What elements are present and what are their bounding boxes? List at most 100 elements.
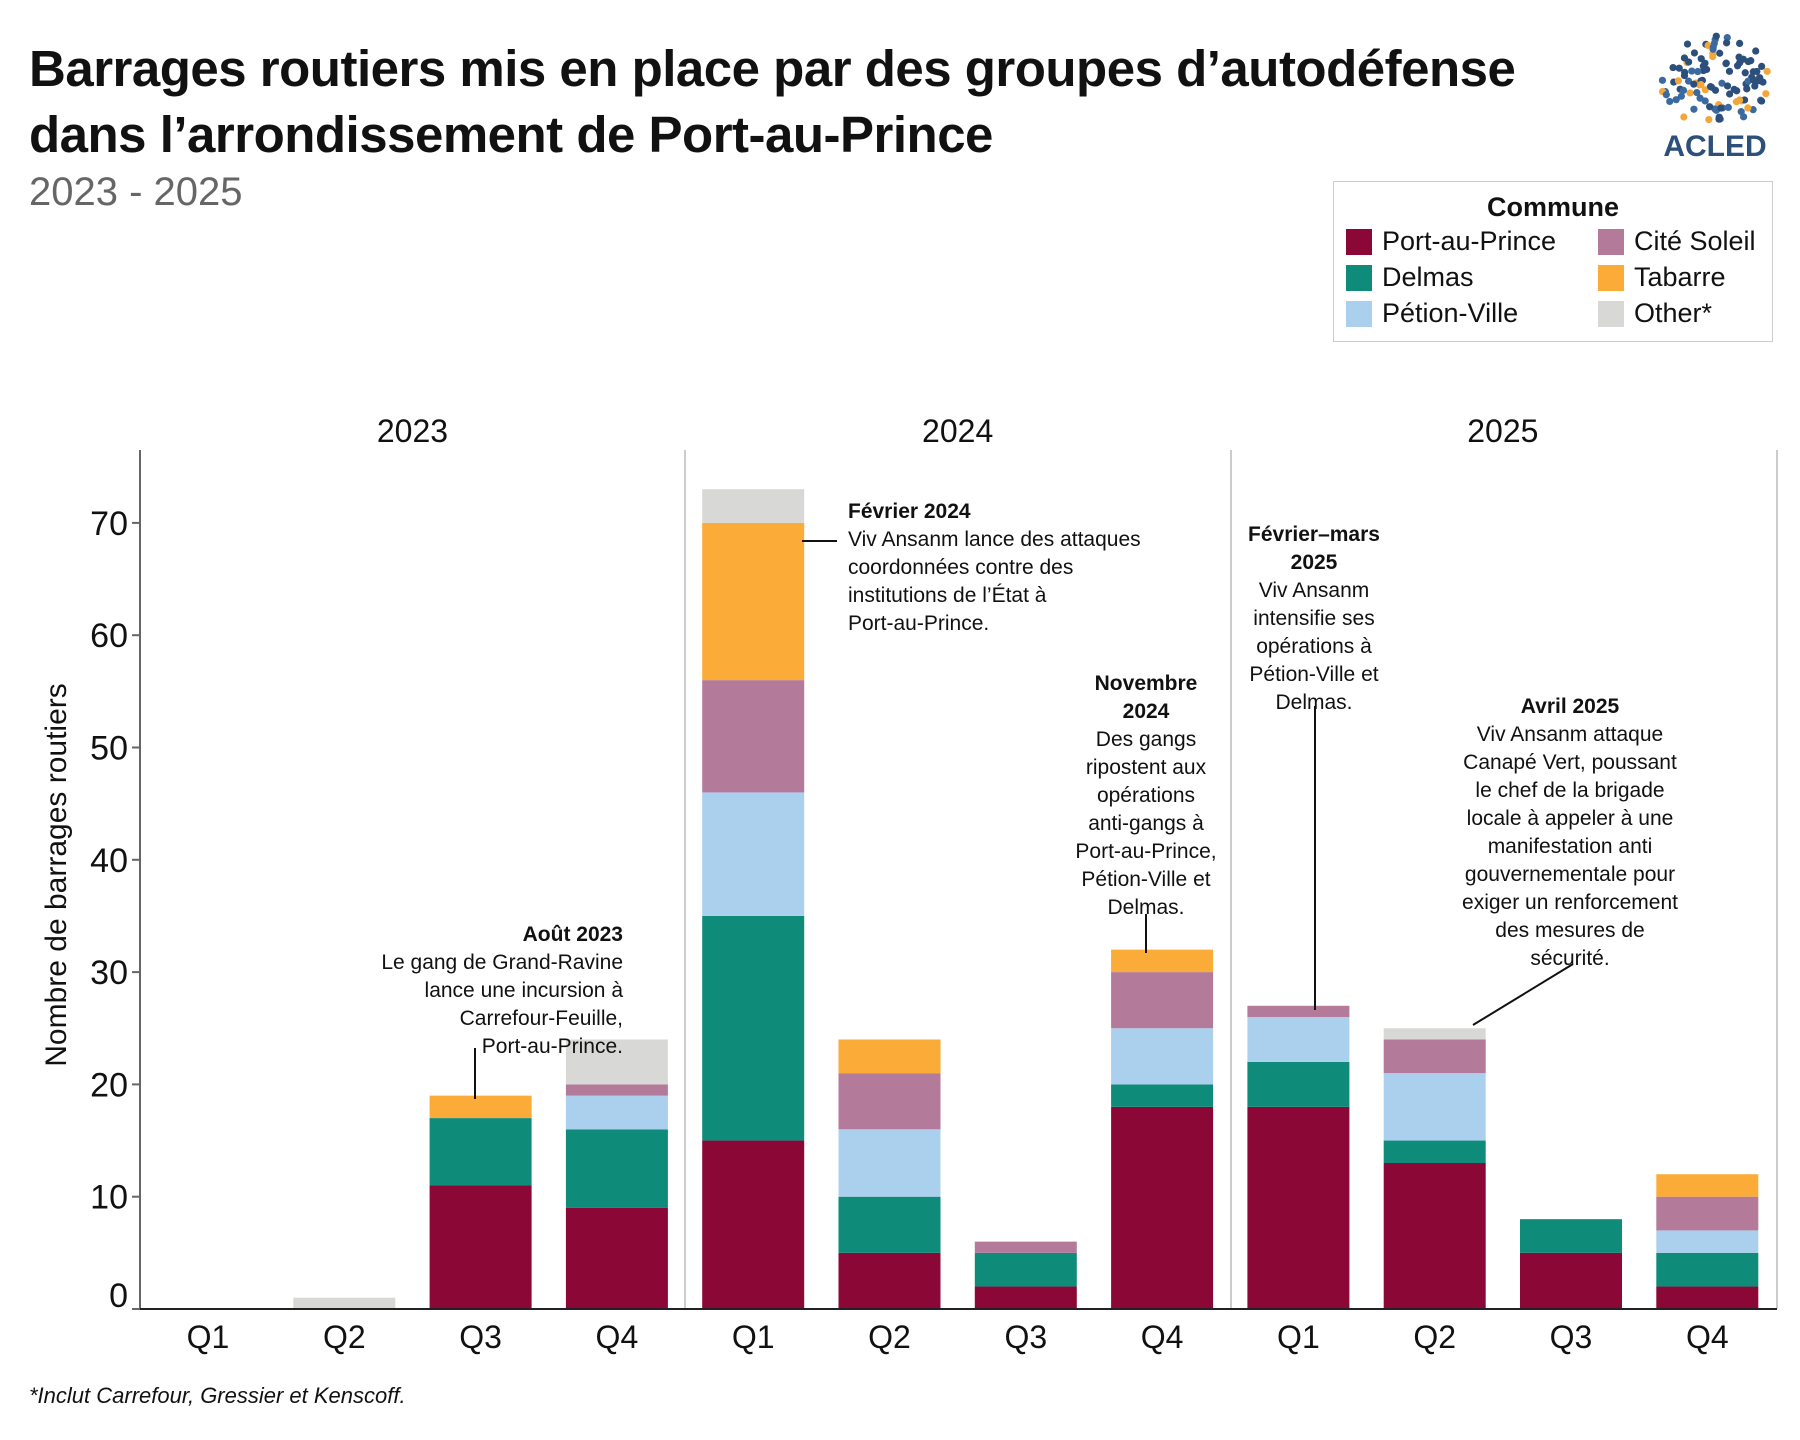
bar-segment-tabarre [702,522,805,681]
logo-dot [1672,96,1680,104]
legend-label: Pétion-Ville [1382,298,1519,328]
legend-swatch [1346,264,1372,291]
x-tick-label: Q1 [732,1319,775,1355]
logo-dot [1688,67,1696,75]
logo-dot [1733,87,1741,95]
logo-dot [1744,104,1752,112]
logo-dot [1732,98,1740,106]
legend-label: Port-au-Prince [1382,226,1557,256]
logo-dot [1725,67,1734,75]
logo-dot [1758,62,1766,70]
logo-dot [1723,82,1732,90]
legend-swatch [1598,228,1624,255]
bar-segment-other- [1383,1028,1486,1040]
legend-item: Pétion-Ville [1346,298,1518,329]
annotation-fevrier-2024: Février 2024 Viv Ansanm lance des attaque… [848,470,1141,638]
annotation-novembre-2024: Novembre 2024 Des gangs ripostent aux opé… [1046,642,1246,922]
y-tick-label: 40 [90,842,128,880]
y-axis-title: Nombre de barrages routiers [40,683,73,1067]
bar-segment-tabarre [429,1095,532,1119]
logo-dot [1701,97,1709,105]
logo-dot [1690,80,1698,88]
legend-item: Delmas [1346,262,1474,293]
logo-dot [1712,32,1720,40]
annotation-title: Avril 2025 [1520,695,1620,718]
bar-segment-p-tion-ville [1383,1073,1486,1141]
logo-dot [1690,49,1699,57]
logo-dot [1699,66,1708,75]
logo-dot [1697,80,1705,89]
acled-logo: ACLED [1650,28,1780,168]
chart-title: Barrages routiers mis en place par des g… [29,40,1516,163]
logo-dot [1679,86,1688,94]
logo-dot [1723,39,1731,47]
annotation-text: Le gang de Grand-Ravine lance une incurs… [381,951,623,1058]
legend-label: Delmas [1382,262,1474,292]
bar-segment-p-tion-ville [565,1095,668,1130]
legend: Commune Port-au-Prince Delmas Pétion-Ville… [1333,181,1773,342]
logo-dot [1680,113,1688,121]
logo-dot [1716,115,1724,123]
logo-dot [1739,113,1748,121]
bar-segment-delmas [1656,1252,1759,1287]
bar-segment-delmas [565,1129,668,1208]
logo-dot [1753,67,1761,76]
logo-dot [1693,88,1701,97]
logo-dot [1683,40,1692,48]
logo-dot [1684,77,1693,85]
annotation-text: Des gangs ripostent aux opérations anti-… [1075,728,1217,919]
logo-dot [1705,116,1713,124]
bar-segment-port-au-prince [1383,1163,1486,1309]
bar-segment-cit-soleil [565,1084,668,1096]
x-tick-label: Q3 [1004,1319,1047,1355]
annotation-aout-2023: Août 2023 Le gang de Grand-Ravine lance u… [381,893,623,1061]
logo-dot [1740,96,1749,104]
logo-dot [1718,79,1726,87]
chart-subtitle: 2023 - 2025 [29,170,243,214]
legend-label: Cité Soleil [1634,226,1756,256]
logo-dot [1662,91,1670,99]
bar-segment-delmas [1383,1140,1486,1164]
logo-dot [1686,89,1694,97]
bar-segment-delmas [1520,1219,1622,1253]
annotation-avril-2025: Avril 2025 Viv Ansanm attaque Canapé Vert… [1430,665,1710,973]
y-tick-label: 10 [90,1179,128,1217]
annotation-fevrier-mars-2025: Février–mars 2025 Viv Ansanm intensifie s… [1214,493,1414,717]
bar-segment-cit-soleil [974,1241,1077,1253]
bar-segment-port-au-prince [702,1140,805,1309]
bar-segment-cit-soleil [1111,972,1214,1029]
acled-logo-icon: ACLED [1658,32,1771,163]
y-tick-label: 60 [90,617,128,655]
annotation-leader-line [1472,963,1574,1026]
logo-dot [1741,69,1749,77]
svg-text:ACLED: ACLED [1663,130,1766,163]
logo-dot [1669,63,1677,72]
footnote: *Inclut Carrefour, Gressier et Kenscoff. [29,1383,406,1408]
logo-dot [1716,49,1724,57]
bar-segment-port-au-prince [838,1252,941,1309]
bar-segment-cit-soleil [838,1073,941,1130]
y-tick-label: 0 [109,1277,128,1315]
bar-segment-delmas [838,1196,941,1253]
bar-segment-tabarre [838,1039,941,1074]
legend-label: Other* [1634,298,1713,328]
x-tick-label: Q2 [323,1319,366,1355]
legend-title: Commune [1486,192,1619,222]
logo-dot [1680,54,1689,62]
logo-dot [1706,103,1714,111]
year-label: 2023 [377,413,448,449]
legend-swatch [1598,300,1624,327]
bar-segment-port-au-prince [565,1207,668,1309]
logo-dot [1658,76,1667,84]
bar-segment-port-au-prince [1656,1286,1759,1309]
year-label: 2024 [922,413,993,449]
annotation-text: Viv Ansanm attaque Canapé Vert, poussant… [1462,723,1678,970]
bar-segment-delmas [702,915,805,1141]
logo-dot [1701,59,1709,67]
bar-segment-delmas [1247,1061,1350,1107]
logo-dot [1701,86,1709,94]
logo-dot [1690,105,1698,113]
logo-dot [1680,71,1689,80]
x-tick-label: Q3 [1550,1319,1593,1355]
